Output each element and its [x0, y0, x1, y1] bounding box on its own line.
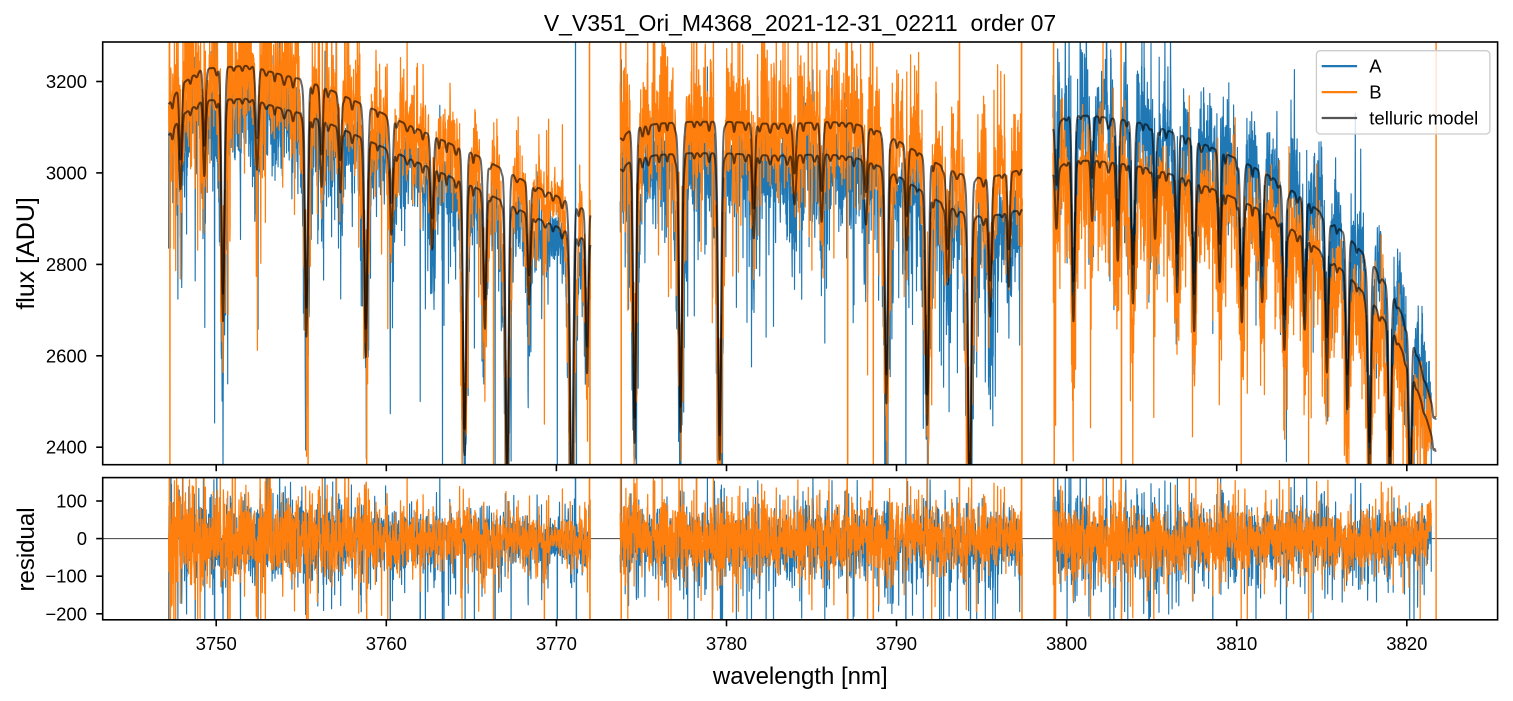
svg-text:2400: 2400 [46, 437, 87, 458]
svg-text:100: 100 [56, 491, 87, 512]
svg-text:2800: 2800 [46, 254, 87, 275]
svg-text:B: B [1369, 82, 1381, 103]
svg-text:3810: 3810 [1216, 633, 1257, 654]
svg-text:3780: 3780 [706, 633, 747, 654]
svg-text:V_V351_Ori_M4368_2021-12-31_02: V_V351_Ori_M4368_2021-12-31_02211 order … [544, 10, 1056, 36]
svg-text:3790: 3790 [876, 633, 917, 654]
svg-text:3760: 3760 [366, 633, 407, 654]
svg-text:telluric model: telluric model [1369, 108, 1478, 129]
svg-text:3820: 3820 [1386, 633, 1427, 654]
svg-text:A: A [1369, 56, 1382, 77]
svg-text:2600: 2600 [46, 345, 87, 366]
svg-text:3750: 3750 [196, 633, 237, 654]
svg-text:wavelength [nm]: wavelength [nm] [712, 663, 888, 690]
svg-text:−200: −200 [45, 603, 87, 624]
svg-text:residual: residual [13, 507, 40, 591]
svg-text:flux [ADU]: flux [ADU] [12, 197, 40, 310]
svg-text:3800: 3800 [1046, 633, 1087, 654]
svg-text:3200: 3200 [46, 71, 87, 92]
svg-text:3000: 3000 [46, 162, 87, 183]
svg-text:−100: −100 [45, 566, 87, 587]
svg-text:0: 0 [77, 528, 87, 549]
svg-text:3770: 3770 [536, 633, 577, 654]
